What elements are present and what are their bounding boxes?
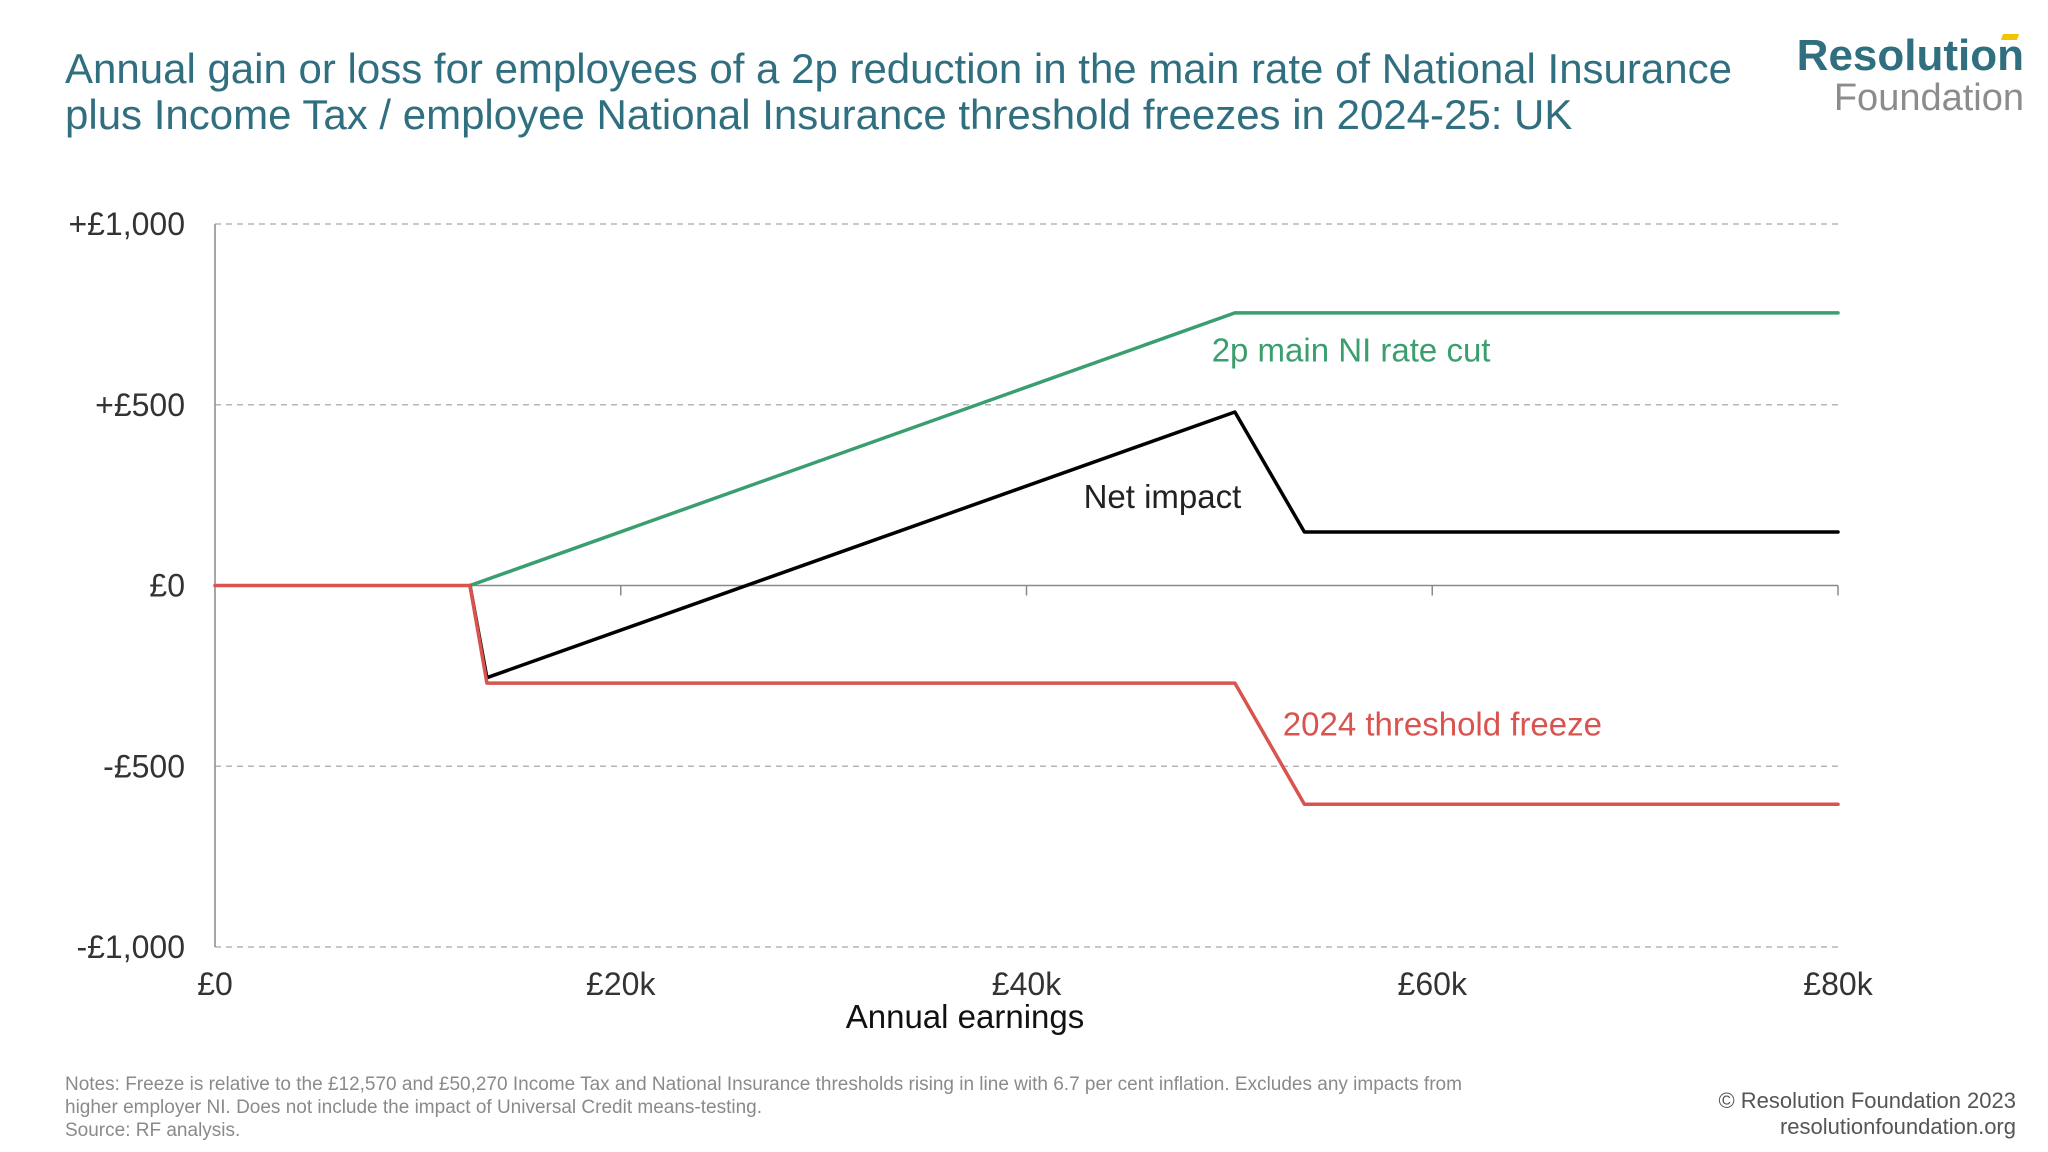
axes: +£1,000 +£500 £0 -£500 -£1,000 £0 £20k £40k £60k… (68, 206, 1873, 1002)
y-tick-label: +£500 (95, 387, 185, 423)
chart-title-line-2: plus Income Tax / employee National Insu… (65, 91, 1573, 138)
series-line (468, 311, 1840, 588)
series-label: 2024 threshold freeze (1283, 706, 1602, 743)
logo-text-foundation: Foundation (1833, 77, 2024, 119)
x-tick-label: £20k (586, 966, 656, 1002)
source-line: Source: RF analysis. (65, 1120, 241, 1141)
website-link: resolutionfoundation.org (1779, 1114, 2016, 1139)
x-tick-label: £40k (992, 966, 1062, 1002)
copyright: © Resolution Foundation 2023 resolutionf… (1718, 1088, 2016, 1140)
y-tick-label: -£500 (103, 748, 185, 784)
y-tick-label: +£1,000 (68, 206, 185, 242)
x-tick-label: £0 (197, 966, 233, 1002)
chart-title-line-1: Annual gain or loss for employees of a 2… (65, 45, 1732, 92)
chart-notes: Notes: Freeze is relative to the £12,570… (65, 1073, 1685, 1142)
series-line (213, 583, 1840, 806)
chart-title: Annual gain or loss for employees of a 2… (65, 46, 1785, 138)
resolution-foundation-logo: Resolution Foundation (1796, 31, 2024, 119)
x-axis-label: Annual earnings (846, 998, 1085, 1035)
series-label: Net impact (1084, 478, 1242, 515)
logo-text-resolution: Resolution (1796, 31, 2024, 80)
y-tick-label: £0 (149, 568, 185, 604)
notes-line-1: Notes: Freeze is relative to the £12,570… (65, 1074, 1462, 1095)
x-tick-label: £60k (1398, 966, 1468, 1002)
series-label: 2p main NI rate cut (1212, 332, 1491, 369)
y-tick-label: -£1,000 (76, 929, 185, 965)
series-lines (213, 311, 1840, 806)
annotations: 2p main NI rate cut Net impact 2024 thresh… (1084, 332, 1602, 743)
notes-line-2: higher employer NI. Does not include the… (65, 1097, 762, 1118)
series-line (468, 410, 1840, 680)
x-tick-label: £80k (1803, 966, 1873, 1002)
copyright-line: © Resolution Foundation 2023 (1718, 1088, 2016, 1113)
